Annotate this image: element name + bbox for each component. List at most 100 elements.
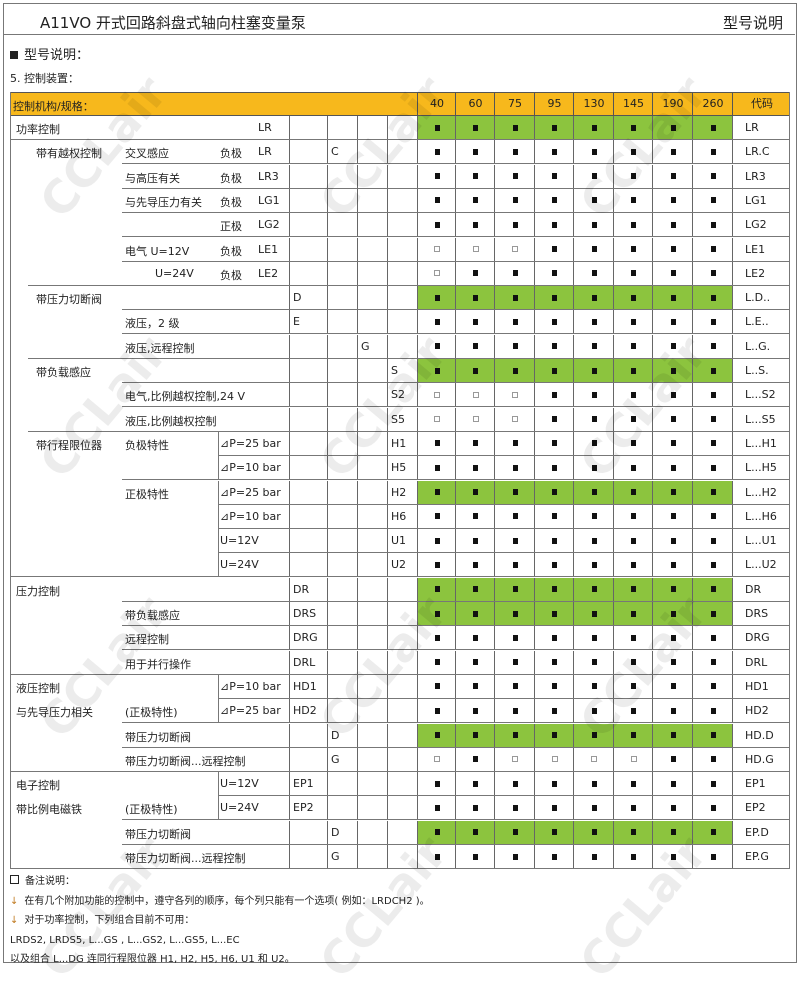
availability-cell-260 bbox=[692, 504, 733, 529]
filled-square-icon bbox=[591, 197, 597, 204]
table-row: 带压力切断阀 D HD.D bbox=[10, 723, 790, 748]
availability-cell-145 bbox=[613, 310, 653, 335]
availability-cell-95 bbox=[534, 699, 574, 724]
filled-square-icon bbox=[512, 294, 518, 301]
filled-square-icon bbox=[512, 804, 518, 811]
availability-cell-95 bbox=[534, 480, 574, 505]
availability-cell-40 bbox=[417, 747, 456, 772]
availability-cell-260 bbox=[692, 116, 733, 140]
filled-square-icon bbox=[512, 853, 518, 860]
availability-cell-40 bbox=[417, 116, 456, 140]
row-label: ⊿P=10 bar bbox=[220, 509, 281, 523]
code-cell: L..S. bbox=[732, 359, 790, 383]
filled-square-icon bbox=[473, 197, 478, 204]
filled-square-icon bbox=[552, 634, 557, 641]
option-column-b bbox=[327, 602, 357, 626]
option-column-d bbox=[387, 140, 417, 165]
hollow-square-icon bbox=[551, 756, 558, 763]
filled-square-icon bbox=[710, 586, 716, 593]
row-divider bbox=[122, 722, 790, 724]
filled-square-icon bbox=[710, 318, 716, 325]
filled-square-icon bbox=[710, 804, 716, 811]
availability-cell-260 bbox=[692, 650, 733, 675]
availability-cell-75 bbox=[494, 699, 535, 724]
option-column-c bbox=[357, 626, 387, 651]
filled-square-icon bbox=[434, 829, 440, 836]
availability-cell-130 bbox=[573, 772, 614, 797]
code-cell: L...U1 bbox=[732, 529, 790, 554]
row-label: 带压力切断阀 bbox=[125, 730, 191, 744]
filled-square-icon bbox=[473, 732, 478, 738]
availability-cell-75 bbox=[494, 310, 535, 335]
availability-cell-95 bbox=[534, 359, 574, 383]
table-row: 带压力切断阀 D L.D.. bbox=[10, 286, 790, 311]
divider bbox=[218, 772, 219, 797]
filled-square-icon bbox=[710, 683, 716, 690]
availability-cell-145 bbox=[613, 796, 653, 821]
availability-cell-260 bbox=[692, 747, 733, 772]
availability-cell-130 bbox=[573, 383, 614, 408]
row-divider bbox=[122, 600, 790, 602]
filled-square-icon bbox=[710, 780, 716, 787]
table-row: 带压力切断阀 D EP.D bbox=[10, 820, 790, 845]
availability-cell-60 bbox=[455, 334, 495, 359]
option-column-a bbox=[289, 188, 327, 213]
availability-cell-60 bbox=[455, 747, 495, 772]
filled-square-icon bbox=[552, 391, 557, 398]
filled-square-icon bbox=[473, 853, 478, 860]
availability-cell-130 bbox=[573, 261, 614, 286]
availability-cell-40 bbox=[417, 723, 456, 748]
row-label: 带负载感应 bbox=[36, 366, 91, 379]
filled-square-icon bbox=[552, 343, 557, 350]
filled-square-icon bbox=[552, 586, 557, 593]
availability-cell-40 bbox=[417, 626, 456, 651]
table-row: 与高压有关 负极 LR3 LR3 bbox=[10, 164, 790, 189]
availability-cell-40 bbox=[417, 431, 456, 456]
option-column-b bbox=[327, 553, 357, 578]
filled-square-icon bbox=[434, 804, 440, 811]
filled-square-icon bbox=[670, 221, 676, 228]
availability-cell-145 bbox=[613, 504, 653, 529]
row-label: ⊿P=10 bar bbox=[220, 679, 281, 693]
row-label: LG2 bbox=[258, 218, 280, 232]
availability-cell-190 bbox=[652, 286, 693, 311]
table-row: 与先导压力相关 (正极特性) ⊿P=25 bar HD2 HD2 bbox=[10, 699, 790, 724]
filled-square-icon bbox=[512, 197, 518, 204]
availability-cell-190 bbox=[652, 504, 693, 529]
divider bbox=[218, 796, 219, 821]
availability-cell-190 bbox=[652, 431, 693, 456]
filled-square-icon bbox=[710, 391, 716, 398]
row-label: 功率控制 bbox=[16, 123, 60, 136]
option-column-d: S bbox=[387, 359, 417, 383]
availability-cell-40 bbox=[417, 504, 456, 529]
filled-square-icon bbox=[631, 367, 636, 374]
filled-square-icon bbox=[670, 318, 676, 325]
option-column-a: EP2 bbox=[289, 796, 327, 821]
availability-cell-60 bbox=[455, 845, 495, 869]
hollow-square-icon bbox=[512, 246, 518, 252]
option-column-c bbox=[357, 383, 387, 408]
option-column-a bbox=[289, 845, 327, 869]
table-row: 带压力切断阀...远程控制 G HD.G bbox=[10, 747, 790, 772]
row-label: 负极 bbox=[220, 171, 242, 185]
option-column-b: G bbox=[327, 747, 357, 772]
hollow-square-icon bbox=[472, 246, 479, 252]
filled-square-icon bbox=[591, 391, 597, 398]
code-cell: L...H6 bbox=[732, 504, 790, 529]
availability-cell-95 bbox=[534, 674, 574, 699]
availability-cell-130 bbox=[573, 480, 614, 505]
availability-cell-130 bbox=[573, 213, 614, 238]
availability-cell-60 bbox=[455, 407, 495, 432]
filled-square-icon bbox=[591, 416, 597, 423]
availability-cell-75 bbox=[494, 650, 535, 675]
filled-square-icon bbox=[552, 148, 557, 155]
availability-cell-95 bbox=[534, 845, 574, 869]
table-row: ⊿P=10 bar H6 L...H6 bbox=[10, 504, 790, 529]
availability-cell-260 bbox=[692, 164, 733, 189]
row-label: 电气,比例越权控制,24 V bbox=[125, 390, 246, 404]
filled-square-icon bbox=[710, 294, 716, 301]
availability-cell-145 bbox=[613, 747, 653, 772]
availability-cell-130 bbox=[573, 626, 614, 651]
option-column-c bbox=[357, 699, 387, 724]
filled-square-icon bbox=[473, 221, 478, 228]
